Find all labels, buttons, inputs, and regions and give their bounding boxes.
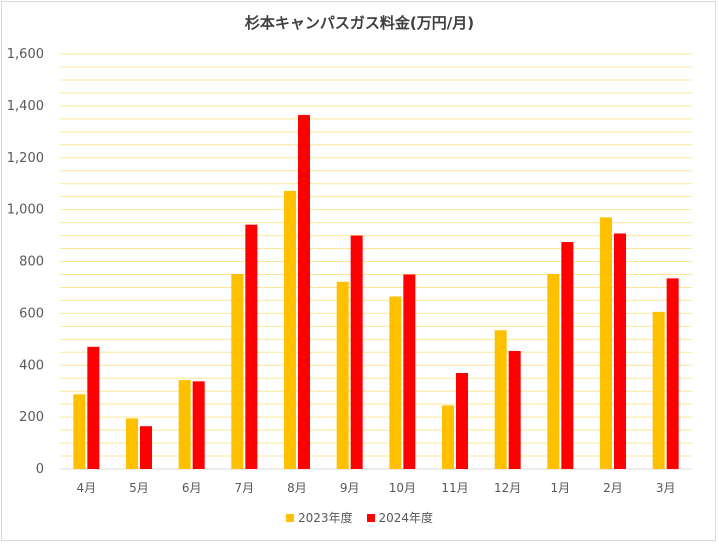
x-tick-label: 1月 [551,481,571,495]
y-tick-label: 1,400 [7,99,44,114]
y-tick-label: 1,600 [7,47,44,62]
bar-2023 [336,281,349,469]
bar-2024 [192,381,205,469]
bar-2023 [178,380,191,469]
x-tick-label: 2月 [603,481,623,495]
y-tick-label: 200 [19,410,44,425]
x-tick-label: 3月 [656,481,676,495]
x-tick-label: 5月 [129,481,149,495]
bar-2024 [508,350,521,469]
bar-2024 [298,114,310,469]
y-tick-label: 1,000 [7,203,44,218]
y-tick-label: 800 [19,255,44,270]
y-tick-label: 600 [19,306,44,321]
bar-2023 [547,273,560,469]
bar-2024 [140,426,152,469]
bar-2024 [614,233,626,469]
bar-2024 [350,235,363,469]
bar-2023 [126,418,138,469]
bar-2024 [456,373,468,469]
legend: 2023年度 2024年度 [0,509,719,526]
bar-2023 [284,190,296,469]
legend-label-2023: 2023年度 [297,511,353,525]
bar-2023 [494,330,507,469]
bar-2024 [561,242,574,469]
legend-swatch-2023 [285,513,294,522]
chart-title: 杉本キャンパスガス料金(万円/月) [244,14,475,32]
bar-2024 [666,278,679,469]
bar-2023 [442,405,454,469]
y-tick-label: 400 [19,358,44,373]
bar-2023 [652,311,665,469]
x-tick-label: 8月 [287,481,307,495]
bar-2023 [389,296,402,469]
x-tick-label: 11月 [441,481,468,495]
legend-item-2023: 2023年度 [285,509,353,526]
bar-2024 [87,346,100,469]
bar-2023 [231,273,244,469]
x-tick-label: 4月 [77,481,97,495]
x-tick-label: 10月 [389,481,416,495]
x-tick-label: 12月 [494,481,521,495]
y-tick-label: 1,200 [7,151,44,166]
bar-2023 [600,217,612,469]
y-tick-label: 0 [36,462,44,477]
legend-swatch-2024 [366,513,375,522]
legend-label-2024: 2024年度 [378,511,434,525]
bar-2023 [73,394,86,469]
bar-2024 [245,224,258,469]
bar-2024 [403,274,416,469]
legend-item-2024: 2024年度 [366,509,434,526]
x-tick-label: 9月 [340,481,360,495]
x-tick-label: 7月 [235,481,255,495]
x-tick-label: 6月 [182,481,202,495]
